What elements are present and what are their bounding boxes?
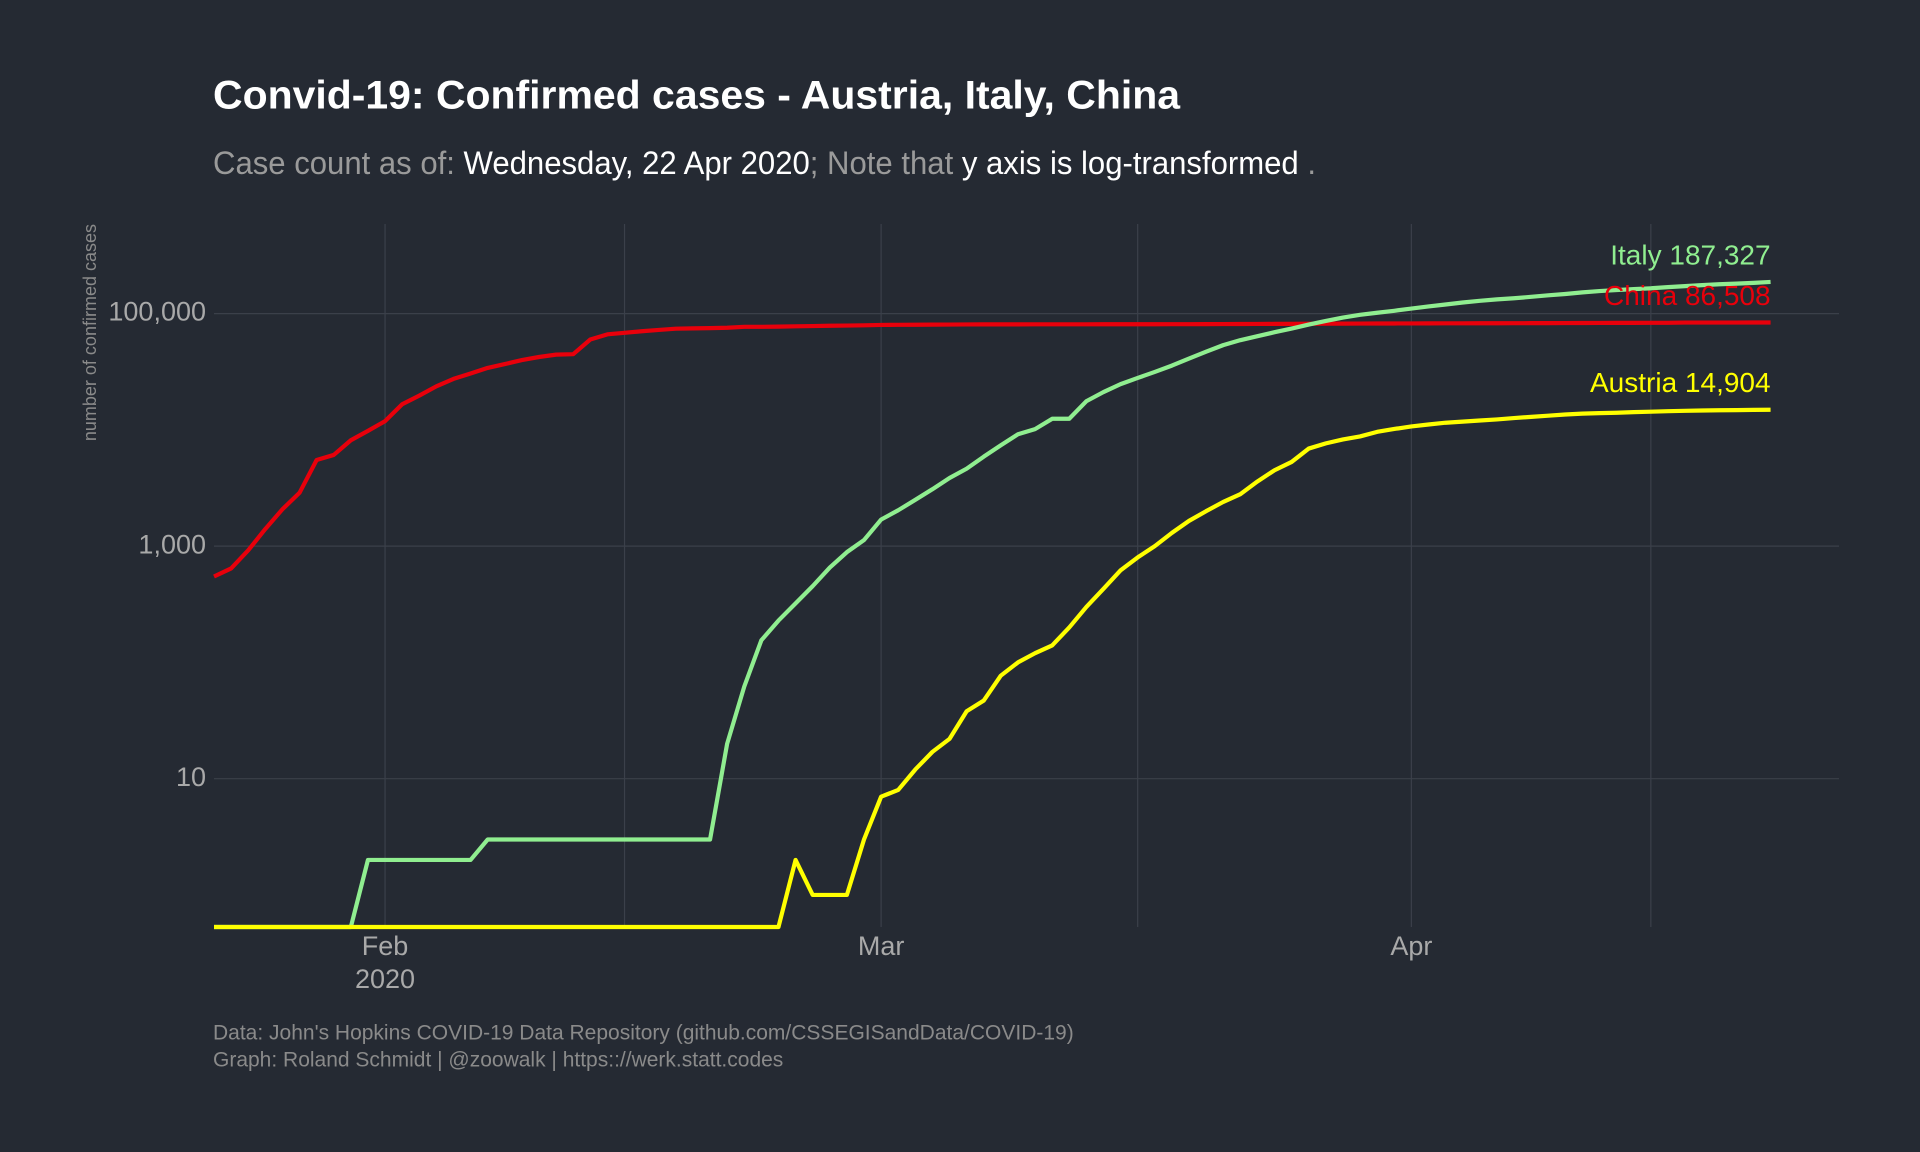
series-line [214, 279, 1771, 930]
series-end-label: Austria 14,904 [1590, 367, 1771, 398]
caption: Graph: Roland Schmidt | @zoowalk | https… [213, 1049, 783, 1072]
chart-title: Convid-19: Confirmed cases - Austria, It… [213, 74, 1181, 118]
x-tick-label: Mar [858, 931, 905, 961]
series-line [214, 407, 1771, 930]
subtitle-part: . [1299, 145, 1316, 181]
series-end-label: China 86,508 [1604, 280, 1771, 311]
subtitle-part: ; Note that [810, 145, 962, 181]
x-tick-label: Apr [1390, 931, 1432, 961]
y-axis-label: number of confirmed cases [80, 224, 100, 441]
grid [214, 224, 1839, 927]
subtitle-part: Wednesday, 22 Apr 2020 [464, 145, 810, 181]
subtitle-part: y axis is log-transformed [962, 145, 1299, 181]
y-tick-label: 10 [176, 762, 206, 792]
chart-subtitle: Case count as of: Wednesday, 22 Apr 2020… [213, 145, 1316, 181]
lines [213, 279, 1771, 930]
x-tick-label: Feb 2020 [355, 931, 415, 994]
y-tick-label: 100,000 [108, 297, 206, 327]
labels: 10 1,000 100,000 Feb 2020 Mar Apr China 86,508 I… [108, 239, 1770, 994]
y-tick-label: 1,000 [138, 529, 206, 559]
series-line [213, 320, 1771, 579]
subtitle-part: Case count as of: [213, 145, 464, 181]
series-end-label: Italy 187,327 [1610, 239, 1770, 270]
caption: Data: John's Hopkins COVID-19 Data Repos… [213, 1022, 1074, 1045]
